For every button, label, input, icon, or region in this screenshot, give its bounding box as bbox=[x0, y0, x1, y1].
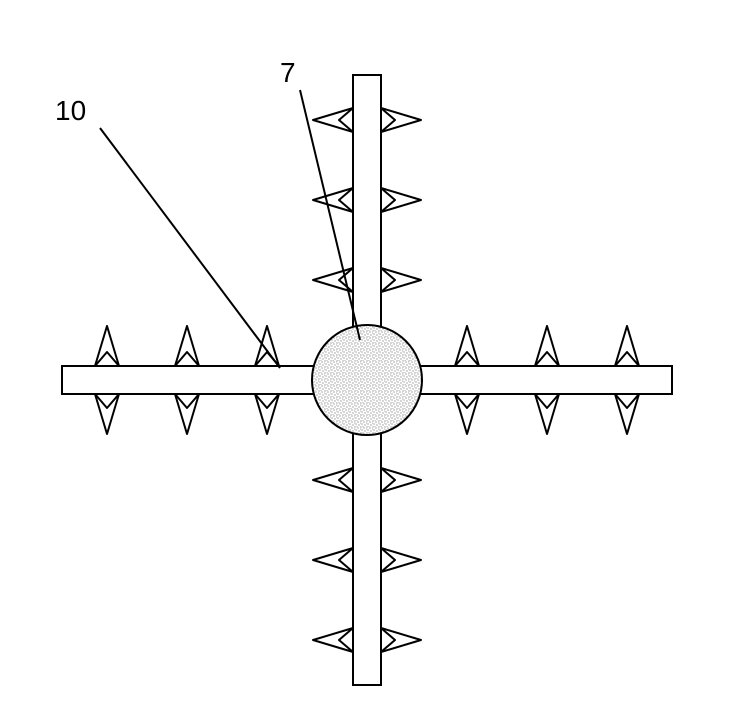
label-10: 10 bbox=[55, 95, 86, 126]
leader-line bbox=[300, 90, 360, 340]
spike bbox=[175, 326, 199, 366]
spike bbox=[313, 188, 353, 212]
spike bbox=[313, 108, 353, 132]
spike bbox=[381, 108, 421, 132]
leader-line bbox=[100, 128, 280, 368]
spike bbox=[615, 326, 639, 366]
spike bbox=[381, 628, 421, 652]
spike bbox=[313, 548, 353, 572]
diagram-svg: 10 7 bbox=[0, 0, 735, 720]
spike bbox=[175, 394, 199, 434]
spike bbox=[381, 268, 421, 292]
spike bbox=[313, 468, 353, 492]
labels: 10 7 bbox=[55, 57, 296, 126]
spike bbox=[455, 394, 479, 434]
spike bbox=[455, 326, 479, 366]
spike bbox=[95, 326, 119, 366]
spike bbox=[255, 394, 279, 434]
spike bbox=[615, 394, 639, 434]
spike bbox=[381, 468, 421, 492]
spike bbox=[381, 188, 421, 212]
spike bbox=[381, 548, 421, 572]
hub-circle bbox=[312, 325, 422, 435]
spike bbox=[95, 394, 119, 434]
spike bbox=[535, 394, 559, 434]
spike bbox=[535, 326, 559, 366]
label-7: 7 bbox=[280, 57, 296, 88]
leader-lines bbox=[100, 90, 360, 368]
spike bbox=[255, 326, 279, 366]
spike bbox=[313, 628, 353, 652]
